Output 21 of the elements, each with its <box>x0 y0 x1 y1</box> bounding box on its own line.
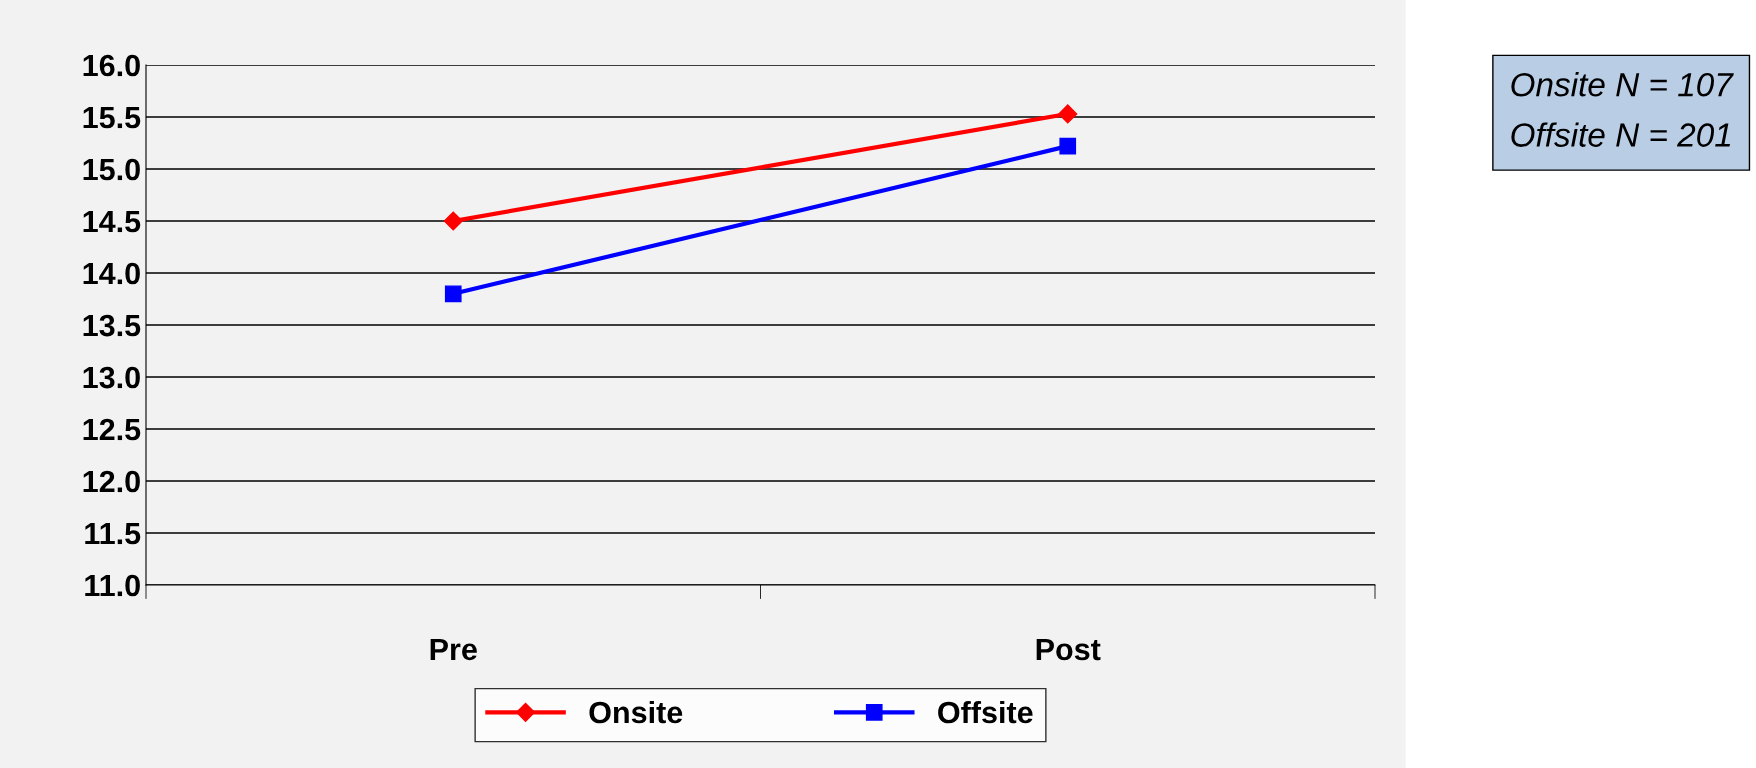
text: Onsite N = 107 <box>1511 72 1734 97</box>
text: Offsite N = 201 <box>1511 122 1730 147</box>
y-tick-label: 15.5 <box>83 107 141 129</box>
point <box>444 285 462 303</box>
y-tick-label: 12.5 <box>83 418 141 441</box>
x-tick-label: Post <box>1036 638 1101 661</box>
x-tick-label: Pre <box>430 638 477 661</box>
y-tick-label: 13.5 <box>83 314 141 337</box>
point <box>443 211 463 231</box>
y-tick-label: 14.5 <box>83 211 141 233</box>
y-tick-label: 15.0 <box>83 158 140 181</box>
point <box>1059 137 1077 155</box>
y-tick-label: 12.0 <box>83 470 140 493</box>
legend-label: Onsite <box>589 700 683 724</box>
y-tick-label: 14.0 <box>83 262 140 285</box>
y-tick-label: 11.0 <box>85 574 140 597</box>
y-tick-label: 16.0 <box>83 54 140 77</box>
point <box>1058 104 1078 124</box>
y-tick-label: 11.5 <box>85 523 141 545</box>
y-tick-label: 13.0 <box>83 366 140 389</box>
legend-label: Offsite <box>938 700 1033 724</box>
